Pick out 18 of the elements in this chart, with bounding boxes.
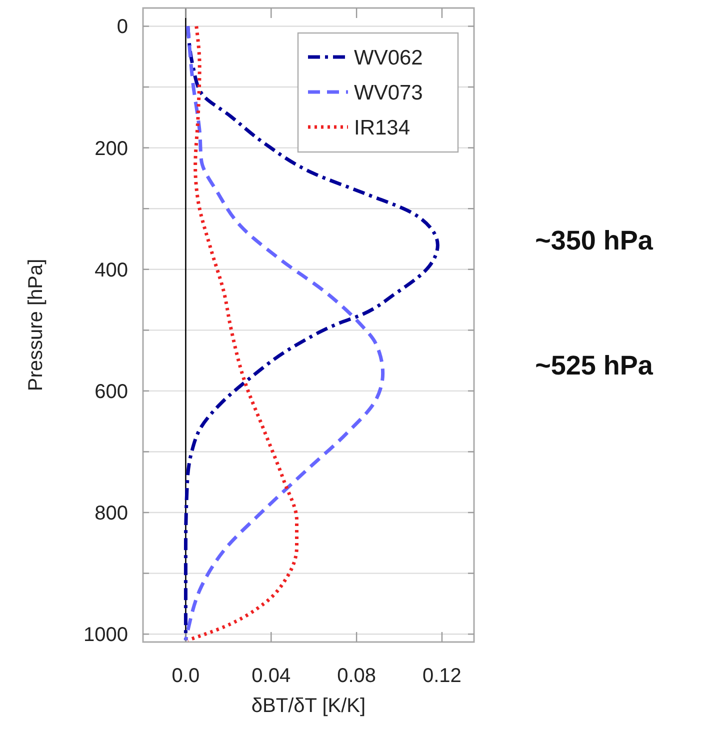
legend-label: WV073	[354, 81, 423, 104]
x-axis-title: δBT/δT [K/K]	[251, 695, 366, 717]
y-tick-label: 800	[94, 502, 128, 525]
x-tick-label: 0.08	[337, 665, 376, 687]
text: ~525 hPa	[535, 350, 654, 380]
y-axis-title: Pressure [hPa]	[25, 258, 47, 392]
y-tick-label: 400	[94, 259, 128, 282]
line-series	[186, 24, 299, 642]
x-tick-label: 0.12	[422, 665, 462, 687]
y-tick-label: 600	[94, 380, 128, 403]
legend-label: IR134	[354, 116, 410, 140]
y-tick-label: 200	[94, 138, 128, 160]
x-tick-label: 0.0	[172, 665, 200, 687]
text: ~350 hPa	[535, 225, 654, 256]
x-tick-label: 0.04	[252, 665, 291, 687]
y-tick-label: 1000	[84, 624, 128, 646]
y-tick-label: 0	[116, 16, 128, 38]
legend-label: WV062	[354, 46, 423, 70]
